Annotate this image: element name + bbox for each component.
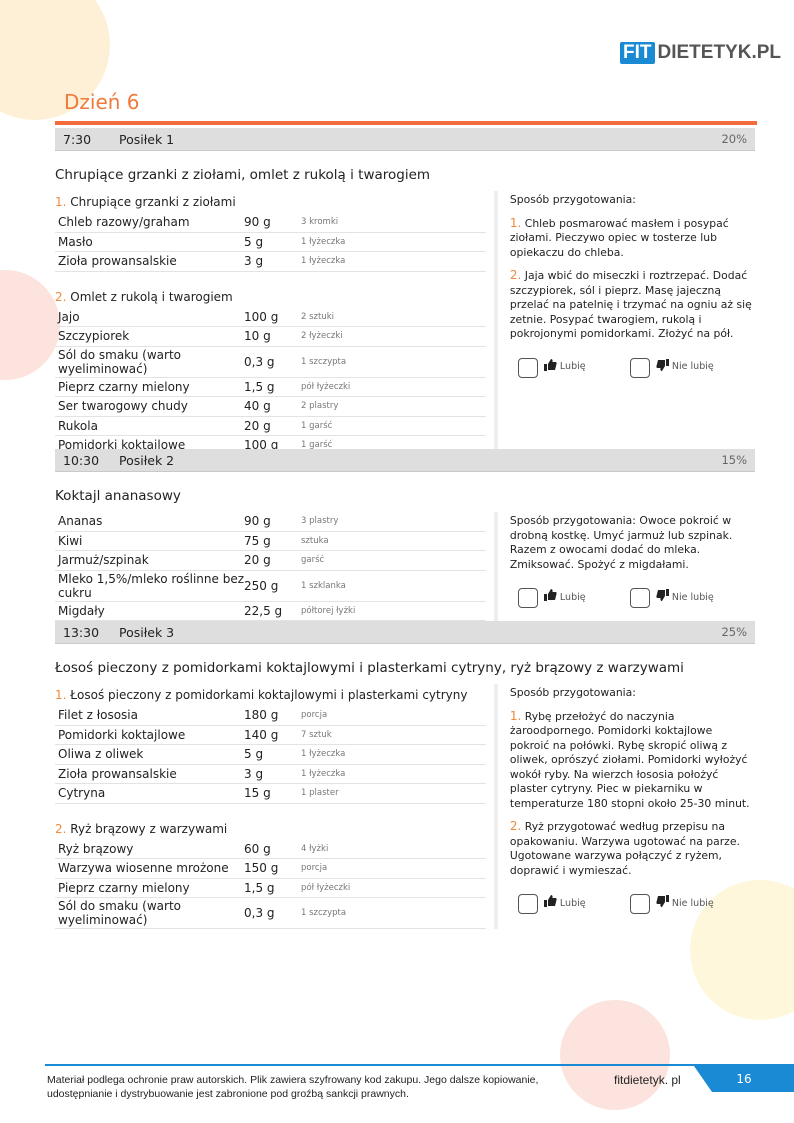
ingredient-row: Kiwi 75 g sztuka <box>55 532 486 551</box>
dislike-checkbox[interactable] <box>629 588 650 608</box>
prep-step: 2. Jaja wbić do miseczki i roztrzepać. D… <box>509 268 752 340</box>
column-divider <box>493 684 498 929</box>
meal-time: 13:30 <box>63 624 100 640</box>
preparation: Sposób przygotowania: Owoce pokroić w dr… <box>510 512 755 621</box>
prep-text: Owoce pokroić w drobną kostkę. Umyć jarm… <box>509 514 733 571</box>
preparation: Sposób przygotowania: 1. Rybę przełożyć d… <box>510 684 755 929</box>
meal-header: 10:30 Posiłek 2 15% <box>55 449 755 472</box>
subrecipe-title: 1. Chrupiące grzanki z ziołami <box>55 195 236 209</box>
thumbs-down-icon <box>656 895 669 913</box>
ingredient-row: Pieprz czarny mielony 1,5 g pół łyżeczki <box>55 378 486 397</box>
column-divider <box>493 191 498 456</box>
meal-section: 7:30 Posiłek 1 20% Chrupiące grzanki z zio… <box>55 128 755 456</box>
meal-title: Chrupiące grzanki z ziołami, omlet z ruk… <box>55 167 431 183</box>
subrecipe-title: 2. Ryż brązowy z warzywami <box>55 821 228 836</box>
ingredient-row: Jarmuż/szpinak 20 g garść <box>55 551 486 571</box>
preparation: Sposób przygotowania: 1. Chleb posmarować… <box>510 191 755 456</box>
grapefruit-decoration <box>0 270 60 380</box>
prep-step: 1. Chleb posmarować masłem i posypać zio… <box>509 215 729 259</box>
meal-section: 13:30 Posiłek 3 25% Łosoś pieczony z pomid… <box>55 621 755 929</box>
thumbs-up-icon <box>543 589 557 607</box>
prep-step: 1. Rybę przełożyć do naczynia żaroodporn… <box>509 708 750 810</box>
dislike-checkbox[interactable] <box>629 357 650 378</box>
meal-time: 7:30 <box>63 131 92 147</box>
prep-label: Sposób przygotowania <box>509 514 633 527</box>
thumbs-down-icon <box>656 589 669 607</box>
meal-title: Koktajl ananasowy <box>55 488 181 504</box>
column-divider <box>493 512 498 621</box>
lemon-decoration <box>690 880 794 1020</box>
meal-section: 10:30 Posiłek 2 15% Koktajl ananasowy Anan… <box>55 449 755 621</box>
subrecipe-title: 1. Łosoś pieczony z pomidorkami koktajlo… <box>55 688 468 702</box>
meal-name: Posiłek 2 <box>119 452 175 468</box>
ingredients: 1. Chrupiące grzanki z ziołami Chleb razo… <box>55 191 486 456</box>
subrecipe-title: 2. Omlet z rukolą i twarogiem <box>55 289 233 304</box>
ingredient-row: Migdały 22,5 g półtorej łyżki <box>55 602 486 621</box>
meal-percent: 25% <box>721 625 747 639</box>
page-number: 16 <box>694 1066 794 1092</box>
prep-step: 2. Ryż przygotować według przepisu na op… <box>509 819 740 877</box>
meal-header: 7:30 Posiłek 1 20% <box>55 128 755 151</box>
ingredient-row: Mleko 1,5%/mleko roślinne bez cukru 250 g… <box>55 571 486 602</box>
like-checkbox[interactable] <box>517 357 538 378</box>
prep-label: Sposób przygotowania <box>509 686 633 699</box>
grapefruit-decoration <box>560 1000 670 1110</box>
meal-name: Posiłek 1 <box>119 131 175 147</box>
ingredient-row: Warzywa wiosenne mrożone 150 g porcja <box>55 859 486 879</box>
like-checkbox[interactable] <box>517 588 538 608</box>
ingredients: 1. Łosoś pieczony z pomidorkami koktajlo… <box>55 684 486 929</box>
meal-percent: 15% <box>721 453 747 467</box>
logo: FIT DIETETYK.PL <box>620 42 781 64</box>
prep-label: Sposób przygotowania <box>509 193 633 206</box>
like-checkbox[interactable] <box>517 894 538 914</box>
day-title: Dzień 6 <box>64 90 140 114</box>
divider <box>55 121 757 125</box>
meal-time: 10:30 <box>63 452 100 468</box>
ingredient-row: Pieprz czarny mielony 1,5 g pół łyżeczki <box>55 879 486 898</box>
copyright-notice: Materiał podlega ochronie praw autorskic… <box>47 1074 539 1100</box>
dislike-checkbox[interactable] <box>629 894 650 914</box>
footer-site: fitdietetyk. pl <box>614 1073 681 1087</box>
thumbs-up-icon <box>543 895 557 913</box>
meal-name: Posiłek 3 <box>119 624 175 640</box>
meal-percent: 20% <box>721 132 747 146</box>
thumbs-up-icon <box>543 358 557 377</box>
meal-title: Łosoś pieczony z pomidorkami koktajlowym… <box>55 660 684 676</box>
ingredient-row: Filet z łososia 180 g porcja <box>55 706 486 726</box>
thumbs-down-icon <box>656 358 669 377</box>
meal-header: 13:30 Posiłek 3 25% <box>55 621 755 644</box>
footer-divider <box>45 1064 794 1066</box>
